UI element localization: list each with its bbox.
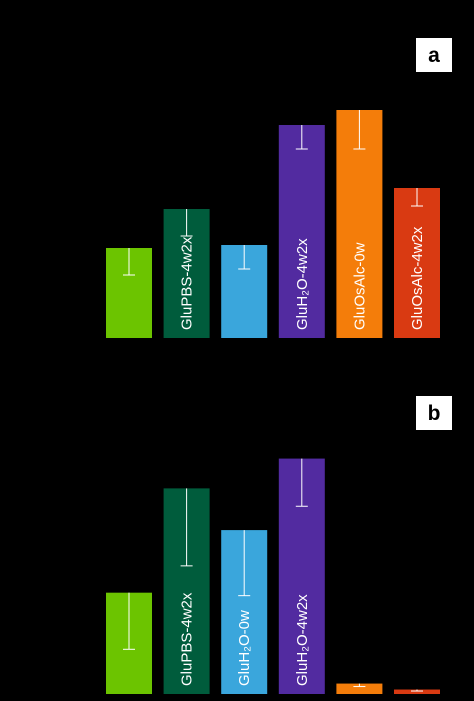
bar <box>394 689 440 694</box>
bar <box>336 683 383 694</box>
panel-letter-b: b <box>428 402 441 425</box>
panel-a: GluPBS-4w2x GluH₂O-4w2x GluOsAlc-0w GluOsAl… <box>72 38 452 339</box>
panel-letter-box <box>416 396 452 430</box>
panel-letter-box <box>416 38 452 72</box>
bar-series-b: GluPBS-4w2x GluH₂O-0w GluH₂O-4w2x <box>106 410 440 694</box>
bar-label: GluH₂O-4w2x <box>294 594 311 686</box>
bar <box>394 188 440 338</box>
bar-label: GluH₂O-4w2x <box>294 238 311 330</box>
panel-b: GluPBS-4w2x GluH₂O-0w GluH₂O-4w2x b <box>72 396 452 695</box>
bar-series-a: GluPBS-4w2x GluH₂O-4w2x GluOsAlc-0w GluOsAl… <box>106 70 440 338</box>
bar-label: GluOsAlc-0w <box>351 242 368 330</box>
bar-label: GluPBS-4w2x <box>179 236 196 330</box>
panel-letter-a: a <box>428 44 440 67</box>
bar-label: GluPBS-4w2x <box>179 592 196 686</box>
bar <box>278 125 325 338</box>
bar-label: GluOsAlc-4w2x <box>409 226 426 330</box>
bar-label: GluH₂O-0w <box>236 610 253 686</box>
